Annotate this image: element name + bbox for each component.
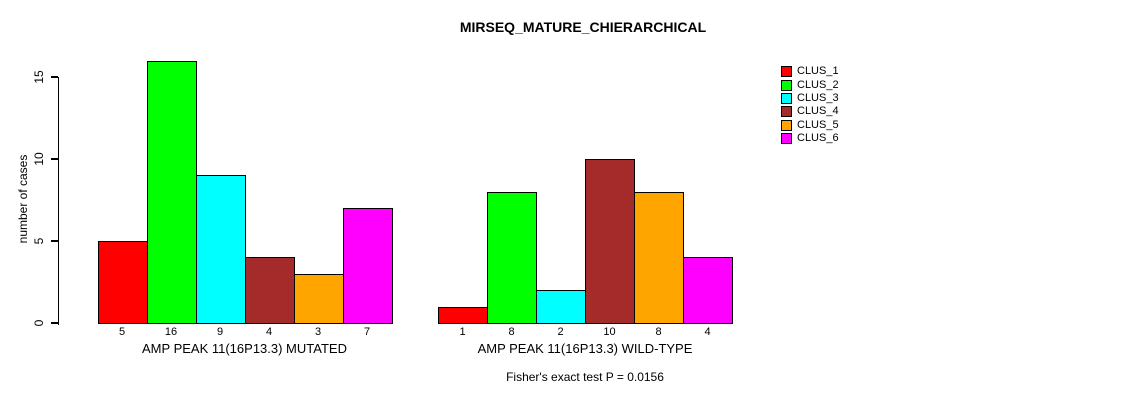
bar-clus_1 xyxy=(438,306,488,325)
bar-value-label: 9 xyxy=(216,326,224,338)
legend-item-label: CLUS_3 xyxy=(797,91,839,104)
y-tick-label: 0 xyxy=(32,319,46,327)
legend-item: CLUS_3 xyxy=(781,92,839,105)
legend: CLUS_1 CLUS_2 CLUS_3 CLUS_4 CLUS_5 CLUS_6 xyxy=(781,65,839,145)
bar-value-label: 5 xyxy=(118,326,126,338)
bar-clus_2 xyxy=(146,60,197,325)
y-axis-label: number of cases xyxy=(16,154,30,244)
bar-value-label: 7 xyxy=(363,326,371,338)
chart-title: MIRSEQ_MATURE_CHIERARCHICAL xyxy=(459,19,707,35)
legend-item: CLUS_2 xyxy=(781,78,839,91)
legend-item: CLUS_1 xyxy=(781,65,839,78)
y-tick-label: 5 xyxy=(32,237,46,245)
legend-swatch xyxy=(781,106,792,118)
bar-value-label: 4 xyxy=(265,326,273,338)
bar-clus_2 xyxy=(487,191,537,325)
bar-clus_3 xyxy=(536,290,586,325)
fisher-test-annotation: Fisher's exact test P = 0.0156 xyxy=(506,370,664,384)
legend-swatch xyxy=(781,92,792,104)
y-tick xyxy=(50,76,58,78)
y-tick xyxy=(50,322,58,324)
y-tick xyxy=(50,158,58,160)
bar-value-label: 10 xyxy=(603,326,616,338)
bar-value-label: 2 xyxy=(557,326,564,338)
y-tick xyxy=(50,240,58,242)
group-axis-label: AMP PEAK 11(16P13.3) WILD-TYPE xyxy=(477,341,693,356)
bar-value-label: 1 xyxy=(459,326,466,338)
y-axis-line xyxy=(57,77,59,325)
bar-clus_6 xyxy=(683,257,733,325)
legend-item-label: CLUS_6 xyxy=(797,132,839,145)
legend-swatch xyxy=(781,133,792,145)
bar-clus_5 xyxy=(634,191,684,325)
legend-item: CLUS_5 xyxy=(781,119,839,132)
y-tick-label: 15 xyxy=(32,70,46,84)
bar-clus_4 xyxy=(585,159,635,325)
legend-item-label: CLUS_4 xyxy=(797,105,839,118)
y-tick-label: 10 xyxy=(32,152,46,166)
bar-clus_4 xyxy=(244,257,295,325)
bar-value-label: 8 xyxy=(655,326,662,338)
group-axis-label: AMP PEAK 11(16P13.3) MUTATED xyxy=(142,341,347,356)
bar-clus_6 xyxy=(342,208,393,325)
legend-swatch xyxy=(781,79,792,91)
bar-value-label: 8 xyxy=(508,326,515,338)
bar-clus_3 xyxy=(195,175,246,325)
bar-clus_1 xyxy=(97,241,148,325)
legend-swatch xyxy=(781,119,792,131)
legend-item: CLUS_4 xyxy=(781,105,839,118)
legend-item-label: CLUS_5 xyxy=(797,118,839,131)
bar-value-label: 4 xyxy=(704,326,711,338)
legend-item: CLUS_6 xyxy=(781,132,839,145)
legend-item-label: CLUS_1 xyxy=(797,65,839,78)
bar-value-label: 3 xyxy=(314,326,322,338)
bar-value-label: 16 xyxy=(164,326,178,338)
legend-swatch xyxy=(781,66,792,78)
bar-clus_5 xyxy=(293,273,344,325)
legend-item-label: CLUS_2 xyxy=(797,78,839,91)
